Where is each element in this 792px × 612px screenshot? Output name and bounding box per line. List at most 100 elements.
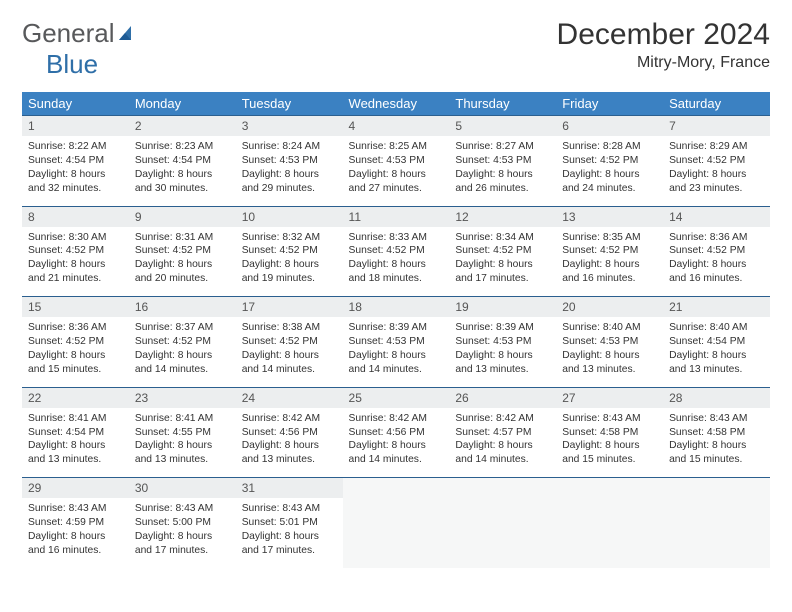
sunrise-line: Sunrise: 8:42 AM bbox=[242, 413, 320, 424]
weekday-header: Wednesday bbox=[343, 92, 450, 116]
sunrise-line: Sunrise: 8:31 AM bbox=[135, 232, 213, 243]
day-number-row: 293031 bbox=[22, 478, 770, 499]
day-detail-row: Sunrise: 8:43 AM Sunset: 4:59 PM Daylight:… bbox=[22, 498, 770, 568]
sunrise-line: Sunrise: 8:30 AM bbox=[28, 232, 106, 243]
day-number-cell: 3 bbox=[236, 116, 343, 137]
sunset-line: Sunset: 4:52 PM bbox=[28, 336, 104, 347]
daylight-line: Daylight: 8 hours and 26 minutes. bbox=[455, 169, 532, 194]
day-number-cell: 31 bbox=[236, 478, 343, 499]
sunrise-line: Sunrise: 8:39 AM bbox=[349, 322, 427, 333]
location-subtitle: Mitry-Mory, France bbox=[557, 54, 770, 72]
sunrise-line: Sunrise: 8:42 AM bbox=[455, 413, 533, 424]
day-detail-cell: Sunrise: 8:31 AMSunset: 4:52 PMDaylight:… bbox=[129, 227, 236, 297]
sunrise-line: Sunrise: 8:41 AM bbox=[135, 413, 213, 424]
sunset-line: Sunset: 4:53 PM bbox=[349, 155, 425, 166]
daylight-line: Daylight: 8 hours and 16 minutes. bbox=[28, 531, 105, 556]
day-detail-row: Sunrise: 8:36 AM Sunset: 4:52 PM Daylight:… bbox=[22, 317, 770, 387]
day-detail-cell bbox=[449, 498, 556, 568]
day-number-cell: 2 bbox=[129, 116, 236, 137]
day-number-row: 1234567 bbox=[22, 116, 770, 137]
sunrise-line: Sunrise: 8:37 AM bbox=[135, 322, 213, 333]
day-number-cell bbox=[663, 478, 770, 499]
day-detail-cell: Sunrise: 8:42 AM Sunset: 4:56 PM Daylight:… bbox=[236, 408, 343, 478]
sunrise-line: Sunrise: 8:43 AM bbox=[669, 413, 747, 424]
sunrise-line: Sunrise: 8:25 AM bbox=[349, 141, 427, 152]
daylight-line: Daylight: 8 hours and 13 minutes. bbox=[242, 440, 319, 465]
sunset-line: Sunset: 4:52 PM bbox=[349, 245, 425, 256]
sunset-line: Sunset: 4:53 PM bbox=[242, 155, 318, 166]
sunrise-line: Sunrise: 8:34 AM bbox=[455, 232, 533, 243]
daylight-line: Daylight: 8 hours and 30 minutes. bbox=[135, 169, 212, 194]
sunrise-line: Sunrise: 8:43 AM bbox=[562, 413, 640, 424]
sunset-line: Sunset: 4:52 PM bbox=[135, 336, 211, 347]
day-number-cell: 7 bbox=[663, 116, 770, 137]
sunset-line: Sunset: 5:00 PM bbox=[135, 517, 211, 528]
daylight-line: Daylight: 8 hours and 29 minutes. bbox=[242, 169, 319, 194]
sunrise-line: Sunrise: 8:35 AM bbox=[562, 232, 640, 243]
logo: General Blue bbox=[22, 18, 137, 80]
sunrise-line: Sunrise: 8:33 AM bbox=[349, 232, 427, 243]
daylight-line: Daylight: 8 hours and 15 minutes. bbox=[669, 440, 746, 465]
weekday-header-row: SundayMondayTuesdayWednesdayThursdayFrid… bbox=[22, 92, 770, 116]
day-detail-cell: Sunrise: 8:39 AMSunset: 4:53 PMDaylight:… bbox=[449, 317, 556, 387]
daylight-line: Daylight: 8 hours and 21 minutes. bbox=[28, 259, 105, 284]
sunset-line: Sunset: 4:57 PM bbox=[455, 427, 531, 438]
day-number-cell: 11 bbox=[343, 206, 450, 227]
sunset-line: Sunset: 4:52 PM bbox=[455, 245, 531, 256]
day-number-cell: 24 bbox=[236, 387, 343, 408]
sunrise-line: Sunrise: 8:36 AM bbox=[28, 322, 106, 333]
sunset-line: Sunset: 4:54 PM bbox=[28, 427, 104, 438]
daylight-line: Daylight: 8 hours and 14 minutes. bbox=[135, 350, 212, 375]
sunset-line: Sunset: 4:54 PM bbox=[669, 336, 745, 347]
day-detail-cell: Sunrise: 8:32 AMSunset: 4:52 PMDaylight:… bbox=[236, 227, 343, 297]
day-number-cell: 14 bbox=[663, 206, 770, 227]
sunset-line: Sunset: 4:58 PM bbox=[669, 427, 745, 438]
sunset-line: Sunset: 4:56 PM bbox=[242, 427, 318, 438]
day-number-cell: 27 bbox=[556, 387, 663, 408]
daylight-line: Daylight: 8 hours and 14 minutes. bbox=[349, 440, 426, 465]
day-number-cell: 30 bbox=[129, 478, 236, 499]
weekday-header: Tuesday bbox=[236, 92, 343, 116]
day-detail-cell: Sunrise: 8:40 AMSunset: 4:54 PMDaylight:… bbox=[663, 317, 770, 387]
day-detail-cell: Sunrise: 8:35 AMSunset: 4:52 PMDaylight:… bbox=[556, 227, 663, 297]
daylight-line: Daylight: 8 hours and 14 minutes. bbox=[455, 440, 532, 465]
day-detail-cell: Sunrise: 8:34 AMSunset: 4:52 PMDaylight:… bbox=[449, 227, 556, 297]
sunrise-line: Sunrise: 8:32 AM bbox=[242, 232, 320, 243]
daylight-line: Daylight: 8 hours and 14 minutes. bbox=[242, 350, 319, 375]
sunrise-line: Sunrise: 8:28 AM bbox=[562, 141, 640, 152]
sunrise-line: Sunrise: 8:40 AM bbox=[562, 322, 640, 333]
daylight-line: Daylight: 8 hours and 16 minutes. bbox=[669, 259, 746, 284]
sunset-line: Sunset: 4:59 PM bbox=[28, 517, 104, 528]
day-number-cell: 28 bbox=[663, 387, 770, 408]
day-detail-cell: Sunrise: 8:43 AMSunset: 4:58 PMDaylight:… bbox=[556, 408, 663, 478]
day-detail-cell: Sunrise: 8:36 AMSunset: 4:52 PMDaylight:… bbox=[663, 227, 770, 297]
day-detail-cell: Sunrise: 8:41 AMSunset: 4:55 PMDaylight:… bbox=[129, 408, 236, 478]
sunrise-line: Sunrise: 8:36 AM bbox=[669, 232, 747, 243]
day-detail-cell: Sunrise: 8:24 AMSunset: 4:53 PMDaylight:… bbox=[236, 136, 343, 206]
day-number-cell: 13 bbox=[556, 206, 663, 227]
day-number-cell: 29 bbox=[22, 478, 129, 499]
day-number-cell: 25 bbox=[343, 387, 450, 408]
sunrise-line: Sunrise: 8:22 AM bbox=[28, 141, 106, 152]
day-number-row: 891011121314 bbox=[22, 206, 770, 227]
logo-sail-icon bbox=[117, 18, 137, 49]
header: General Blue December 2024 Mitry-Mory, F… bbox=[22, 18, 770, 80]
sunrise-line: Sunrise: 8:40 AM bbox=[669, 322, 747, 333]
day-detail-cell: Sunrise: 8:33 AM Sunset: 4:52 PM Daylight:… bbox=[343, 227, 450, 297]
daylight-line: Daylight: 8 hours and 14 minutes. bbox=[349, 350, 426, 375]
day-number-cell: 9 bbox=[129, 206, 236, 227]
weekday-header: Saturday bbox=[663, 92, 770, 116]
day-detail-cell bbox=[556, 498, 663, 568]
sunrise-line: Sunrise: 8:43 AM bbox=[242, 503, 320, 514]
day-number-cell: 12 bbox=[449, 206, 556, 227]
daylight-line: Daylight: 8 hours and 17 minutes. bbox=[242, 531, 319, 556]
sunset-line: Sunset: 4:53 PM bbox=[455, 336, 531, 347]
day-number-cell: 1 bbox=[22, 116, 129, 137]
sunset-line: Sunset: 4:52 PM bbox=[242, 245, 318, 256]
page-title: December 2024 bbox=[557, 18, 770, 52]
day-detail-cell: Sunrise: 8:43 AM Sunset: 4:58 PM Daylight:… bbox=[663, 408, 770, 478]
daylight-line: Daylight: 8 hours and 18 minutes. bbox=[349, 259, 426, 284]
sunrise-line: Sunrise: 8:43 AM bbox=[28, 503, 106, 514]
day-detail-cell: Sunrise: 8:43 AM Sunset: 4:59 PM Daylight:… bbox=[22, 498, 129, 568]
sunset-line: Sunset: 4:52 PM bbox=[669, 155, 745, 166]
